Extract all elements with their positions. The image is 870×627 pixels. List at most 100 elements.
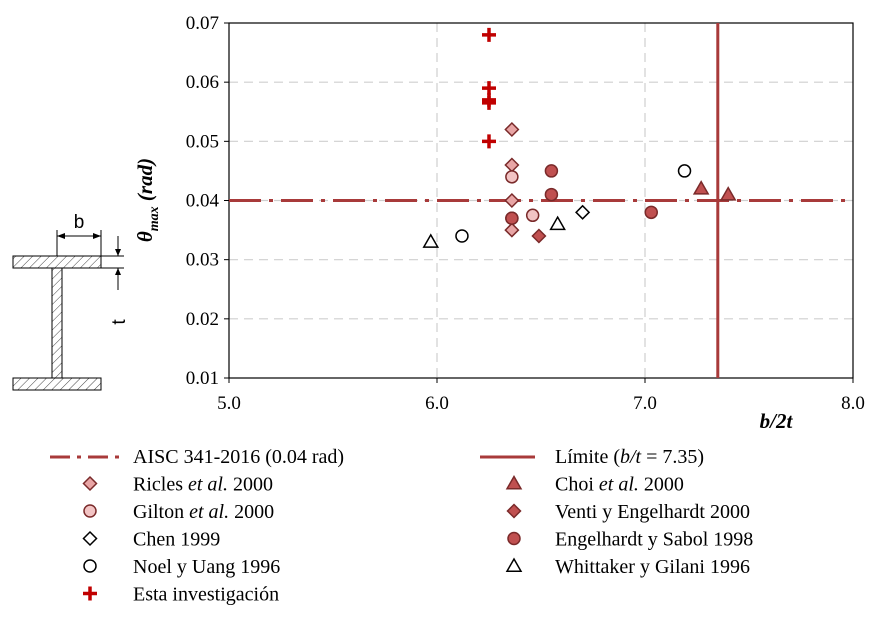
- x-tick-label: 6.0: [425, 393, 449, 414]
- legend-entry-limite: Límite (b/t = 7.35): [480, 446, 704, 468]
- top-flange: [12, 255, 102, 269]
- legend-label-part: 2000: [229, 501, 274, 523]
- y-tick-label: 0.06: [186, 72, 219, 93]
- series-engelhardt-y-sabol-1998: [505, 164, 658, 225]
- data-point: [482, 134, 496, 149]
- legend-label: Ricles et al. 2000: [133, 474, 273, 496]
- data-point: [575, 204, 591, 220]
- t-dim-label: t: [109, 319, 130, 325]
- y-axis-title-subscript: max: [147, 206, 162, 231]
- legend-label: Choi et al. 2000: [555, 474, 684, 496]
- t-dim-arrow-top: [115, 249, 121, 256]
- x-tick-label: 8.0: [841, 393, 865, 414]
- series-esta-investigaci-n: [482, 27, 496, 149]
- legend-entry-gilton: Gilton et al. 2000: [83, 501, 274, 523]
- series-noel-y-uang-1996: [455, 164, 692, 243]
- legend-label: Noel y Uang 1996: [133, 556, 280, 578]
- data-point: [644, 205, 658, 220]
- legend-label: Límite (b/t = 7.35): [555, 446, 704, 468]
- legend-label-part: = 7.35): [641, 446, 704, 468]
- legend-entry-whittaker: Whittaker y Gilani 1996: [505, 556, 750, 578]
- data-point: [455, 229, 469, 243]
- b-dim-label: b: [74, 212, 85, 233]
- legend-label: Chen 1999: [133, 529, 220, 551]
- data-point: [505, 170, 519, 184]
- legend-label-part: et al.: [188, 474, 228, 496]
- legend-label-part: Gilton: [133, 501, 189, 523]
- series-venti-y-engelhardt-2000: [531, 228, 547, 244]
- data-point: [505, 211, 519, 225]
- legend-label-part: 2000: [228, 474, 273, 496]
- y-axis-title-symbol: θ: [133, 231, 157, 242]
- data-point: [531, 228, 547, 244]
- data-point: [692, 180, 710, 195]
- b-dim-arrow-right: [93, 233, 101, 239]
- series-chen-1999: [575, 204, 591, 220]
- legend-marker-triangle: [505, 474, 523, 490]
- y-axis-title-unit: (rad): [133, 158, 157, 206]
- legend-label: Venti y Engelhardt 2000: [555, 501, 750, 523]
- legend-label-part: Choi: [555, 474, 599, 496]
- legend-entry-choi: Choi et al. 2000: [505, 474, 684, 496]
- x-axis-title: b/2t: [760, 409, 794, 433]
- data-point: [482, 27, 496, 42]
- legend-marker-diamond: [506, 503, 522, 519]
- y-tick-label: 0.04: [186, 191, 220, 212]
- x-axis-ticks: 5.0 6.0 7.0 8.0: [217, 378, 865, 414]
- legend-label-part: Ricles: [133, 474, 188, 496]
- y-tick-label: 0.01: [186, 368, 219, 389]
- legend-entry-engelhardt: Engelhardt y Sabol 1998: [507, 529, 753, 551]
- legend-marker-circle: [507, 531, 521, 546]
- y-axis-title: θmax (rad): [133, 158, 162, 242]
- y-tick-label: 0.02: [186, 309, 219, 330]
- data-point: [525, 208, 540, 223]
- data-point: [482, 81, 496, 96]
- bottom-flange: [12, 377, 102, 391]
- legend-marker-diamond: [82, 475, 98, 492]
- legend-label: AISC 341-2016 (0.04 rad): [133, 446, 344, 468]
- data-point: [719, 186, 737, 201]
- legend-label-part: et al.: [599, 474, 639, 496]
- legend-label: Esta investigación: [133, 584, 279, 606]
- series-whittaker-y-gilani-1996: [422, 215, 566, 248]
- legend-label: Gilton et al. 2000: [133, 501, 274, 523]
- data-point: [544, 187, 559, 202]
- legend-marker-plus: [83, 586, 97, 601]
- data-point: [482, 95, 496, 110]
- legend-label-part: b/t: [620, 446, 642, 468]
- reference-lines: [229, 23, 847, 378]
- data-point: [677, 164, 692, 178]
- legend-entry-aisc: AISC 341-2016 (0.04 rad): [50, 446, 344, 468]
- legend-label-part: et al.: [189, 501, 229, 523]
- legend-marker-circle: [83, 559, 97, 573]
- data-point: [549, 215, 566, 231]
- legend-marker-diamond: [82, 530, 98, 547]
- legend-entry-venti: Venti y Engelhardt 2000: [506, 501, 750, 523]
- data-point: [504, 192, 520, 209]
- y-tick-label: 0.07: [186, 13, 219, 34]
- data-point: [544, 164, 559, 178]
- data-point: [504, 222, 520, 238]
- b-dim-arrow-left: [57, 233, 65, 239]
- legend-entry-chen: Chen 1999: [82, 529, 220, 551]
- legend-label-part: 2000: [639, 474, 684, 496]
- legend-label: Whittaker y Gilani 1996: [555, 556, 750, 578]
- legend-entry-ricles: Ricles et al. 2000: [82, 474, 273, 496]
- legend-marker-triangle: [505, 557, 523, 572]
- i-beam-section-diagram: b t: [12, 212, 130, 391]
- t-dim-arrow-bottom: [115, 268, 121, 275]
- series-choi-et-al-2000: [692, 180, 737, 201]
- data-point: [504, 157, 520, 173]
- y-tick-label: 0.03: [186, 250, 219, 271]
- data-points: [422, 27, 737, 248]
- y-axis-ticks: 0.01 0.02 0.03 0.04 0.05 0.06 0.07: [186, 13, 229, 389]
- series-ricles-et-al-2000: [504, 121, 520, 238]
- x-tick-label: 7.0: [633, 393, 657, 414]
- plot-area: 5.0 6.0 7.0 8.0 0.010.020.030.040.050.060.0…: [186, 13, 865, 414]
- data-point: [422, 233, 440, 248]
- legend-label-part: Límite (: [555, 446, 620, 468]
- x-tick-label: 5.0: [217, 393, 241, 414]
- data-point: [504, 121, 520, 138]
- legend-entry-noel: Noel y Uang 1996: [83, 556, 280, 578]
